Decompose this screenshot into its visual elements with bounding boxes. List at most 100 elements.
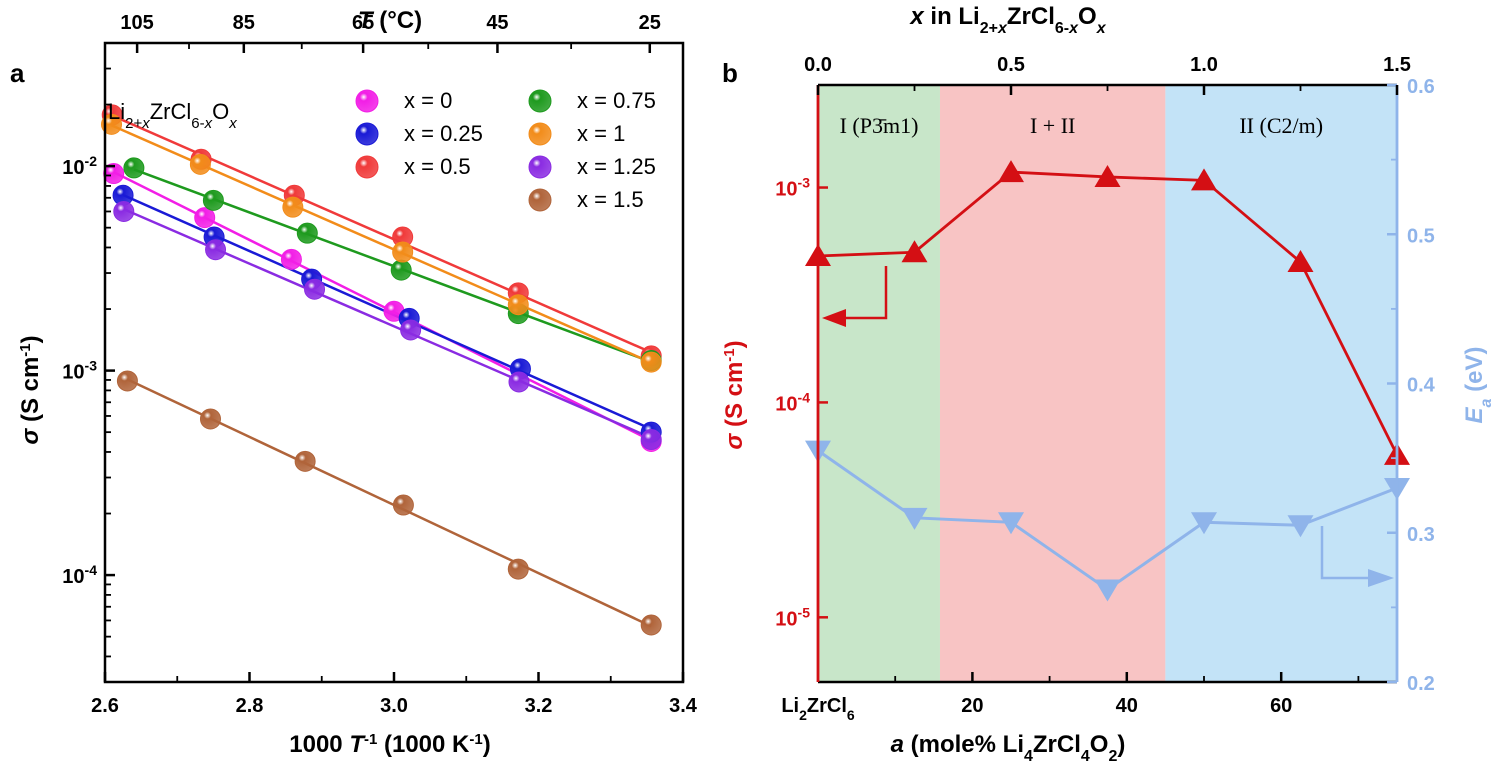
panel-b-left-y-title: σ (S cm-1) bbox=[721, 340, 749, 449]
panel-b-phase-regions: I (P3̄m1) I + II II (C2/m) bbox=[818, 85, 1397, 682]
legend-label: x = 0.5 bbox=[404, 154, 471, 179]
legend-marker bbox=[355, 89, 379, 113]
phase-region-1 bbox=[939, 85, 1166, 682]
fit-line-series-2 bbox=[111, 114, 652, 354]
x-tick-label: 40 bbox=[1116, 695, 1138, 717]
data-point-series-3 bbox=[296, 222, 318, 244]
legend-label: x = 1.25 bbox=[577, 154, 656, 179]
top-tick-label: 0.0 bbox=[804, 54, 832, 76]
y-tick-label: 10-3 bbox=[62, 358, 97, 384]
marker-Ea bbox=[998, 512, 1024, 535]
data-point-series-4 bbox=[392, 241, 414, 263]
data-point-series-0 bbox=[194, 207, 216, 229]
marker-σ bbox=[1287, 250, 1314, 273]
marker-σ bbox=[998, 160, 1024, 183]
panel-a-plot-area bbox=[101, 104, 662, 636]
legend-marker bbox=[528, 155, 552, 179]
sigma-arrow-head-icon bbox=[822, 309, 846, 327]
panel-a-x-title: 1000 T-1 (1000 K-1) bbox=[289, 731, 490, 759]
marker-σ bbox=[901, 240, 928, 263]
data-point-series-6 bbox=[507, 558, 529, 580]
data-point-series-3 bbox=[390, 259, 412, 281]
data-point-series-4 bbox=[282, 196, 304, 218]
panel-a-top-title: T (°C) bbox=[358, 7, 422, 34]
legend-label: x = 1 bbox=[577, 121, 625, 146]
data-point-series-6 bbox=[392, 494, 414, 516]
panel-b-top-axis: 0.0 0.5 1.0 1.5 bbox=[804, 54, 1411, 95]
panel-a-chart: a 2.6 2.8 3.0 3.2 3.4 10-4 10-3 10-2 105 85 65 45… bbox=[10, 7, 698, 758]
phase-region-label: II (C2/m) bbox=[1239, 113, 1323, 138]
marker-Ea bbox=[1191, 512, 1217, 535]
legend-marker bbox=[355, 155, 379, 179]
legend-marker bbox=[528, 122, 552, 146]
top-tick-label: 45 bbox=[486, 12, 508, 34]
data-point-series-5 bbox=[304, 278, 326, 300]
marker-Ea bbox=[1094, 579, 1121, 602]
left-y-tick-label: 10-3 bbox=[775, 175, 810, 201]
legend-label: x = 0.25 bbox=[404, 121, 483, 146]
marker-Ea bbox=[1287, 515, 1314, 538]
top-tick-label: 1.0 bbox=[1190, 54, 1218, 76]
top-tick-label: 1.5 bbox=[1383, 54, 1411, 76]
x-tick-label: 60 bbox=[1270, 695, 1292, 717]
top-tick-label: 85 bbox=[233, 12, 255, 34]
phase-region-label: I (P3̄m1) bbox=[840, 113, 919, 138]
right-y-tick-label: 0.5 bbox=[1407, 225, 1435, 247]
top-tick-label: 65 bbox=[352, 12, 374, 34]
y-tick-label: 10-4 bbox=[62, 562, 97, 588]
panel-b-letter: b bbox=[722, 58, 738, 88]
right-y-tick-label: 0.6 bbox=[1407, 76, 1435, 98]
data-point-series-4 bbox=[507, 294, 529, 316]
legend-label: x = 0.75 bbox=[577, 88, 656, 113]
x-tick-label: 2.8 bbox=[236, 695, 264, 717]
x-tick-label: 20 bbox=[961, 695, 983, 717]
x-tick-label: 3.4 bbox=[669, 695, 698, 717]
data-point-series-6 bbox=[640, 614, 662, 636]
x-tick-label: 2.6 bbox=[91, 695, 119, 717]
data-point-series-0 bbox=[103, 163, 125, 185]
legend-label: x = 0 bbox=[404, 88, 452, 113]
legend-marker bbox=[528, 188, 552, 212]
fit-line-series-0 bbox=[113, 170, 652, 442]
x-tick-label: 3.0 bbox=[380, 695, 408, 717]
y-tick-label: 10-2 bbox=[62, 153, 97, 179]
data-point-series-6 bbox=[199, 408, 221, 430]
phase-region-0 bbox=[818, 85, 940, 682]
right-y-tick-label: 0.4 bbox=[1407, 375, 1436, 397]
panel-b-chart: b I (P3̄m1) I + II II (C2/m) Li2ZrCl6 20 40 6… bbox=[721, 3, 1495, 765]
x-tick-label: Li2ZrCl6 bbox=[781, 695, 855, 723]
panel-a-composition-annotation: Li2+xZrCl6-xOx bbox=[108, 99, 237, 132]
right-y-tick-label: 0.2 bbox=[1407, 673, 1435, 695]
top-tick-label: 0.5 bbox=[997, 54, 1025, 76]
marker-σ bbox=[1094, 164, 1121, 187]
data-point-series-3 bbox=[123, 157, 145, 179]
data-point-series-5 bbox=[640, 429, 662, 451]
panel-a-legend: x = 0 x = 0.25 x = 0.5 x = 0.75 x = 1 x = 1.2… bbox=[355, 88, 656, 212]
legend-marker bbox=[528, 89, 552, 113]
data-point-series-3 bbox=[202, 189, 224, 211]
marker-Ea bbox=[901, 507, 928, 530]
panel-b-top-title: x in Li2+xZrCl6-xOx bbox=[908, 3, 1106, 37]
data-point-series-6 bbox=[116, 370, 138, 392]
panel-a-top-axis: 105 85 65 45 25 bbox=[120, 12, 661, 53]
x-tick-label: 3.2 bbox=[525, 695, 553, 717]
legend-marker bbox=[355, 122, 379, 146]
data-point-series-6 bbox=[294, 450, 316, 472]
panel-a-y-title: σ (S cm-1) bbox=[17, 335, 45, 444]
fit-line-series-5 bbox=[123, 208, 652, 440]
data-point-series-4 bbox=[640, 351, 662, 373]
data-point-series-5 bbox=[205, 239, 227, 261]
ea-arrow-head-icon bbox=[1368, 569, 1394, 587]
panel-b-right-y-axis: 0.2 0.3 0.4 0.5 0.6 bbox=[1387, 76, 1436, 695]
top-tick-label: 25 bbox=[639, 12, 661, 34]
data-point-series-4 bbox=[101, 113, 123, 135]
ea-axis-indicator-arrow bbox=[1320, 526, 1370, 580]
legend-label: x = 1.5 bbox=[577, 187, 644, 212]
panel-b-plot-area bbox=[805, 160, 1410, 602]
data-point-series-5 bbox=[508, 371, 530, 393]
panel-b-right-y-title: Ea (eV) bbox=[1461, 347, 1495, 424]
right-y-tick-label: 0.3 bbox=[1407, 524, 1435, 546]
data-point-series-4 bbox=[189, 153, 211, 175]
left-y-tick-label: 10-4 bbox=[775, 389, 810, 415]
